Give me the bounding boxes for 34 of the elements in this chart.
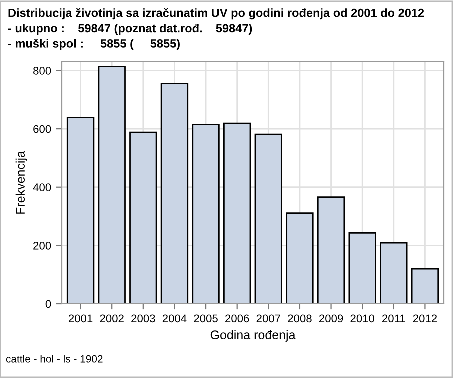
bar	[380, 242, 408, 304]
y-axis-title: Frekvencija	[16, 151, 28, 214]
x-axis-title: Godina rođenja	[210, 330, 296, 342]
bar	[286, 212, 314, 304]
x-tick-label: 2007	[256, 314, 280, 323]
x-tick-label: 2004	[162, 314, 187, 323]
x-tick-label: 2001	[68, 314, 93, 323]
bar	[160, 83, 189, 304]
x-tick-label: 2006	[226, 314, 250, 323]
y-tick-label: 400	[33, 184, 52, 192]
x-tick-label: 2008	[288, 314, 312, 323]
x-tick-label: 2012	[413, 314, 438, 323]
x-tick-label: 2002	[100, 314, 124, 323]
bar	[192, 124, 220, 304]
bar	[224, 122, 252, 304]
chart-subtitle: - ukupno : 59847 (poznat dat.rođ. 59847) - muški spol : 5855 ( 5855)	[8, 24, 252, 50]
x-tick-label: 2005	[194, 314, 218, 323]
bar	[254, 134, 282, 304]
bar	[317, 196, 346, 304]
bar	[66, 116, 95, 304]
bar	[98, 66, 126, 304]
x-tick-label: 2010	[350, 314, 375, 323]
y-tick-label: 200	[34, 242, 52, 250]
bar	[348, 232, 376, 304]
chart-title: Distribucija životinja sa izračunatim UV po godini rođenja od 2001 do 2012	[8, 8, 424, 20]
y-tick-label: 0	[46, 300, 52, 308]
y-tick-label: 600	[34, 125, 52, 134]
x-tick-label: 2003	[132, 314, 156, 323]
y-tick-label: 800	[34, 67, 52, 75]
x-tick-label: 2011	[382, 314, 406, 323]
text: cattle - hol - ls - 1902	[6, 355, 103, 363]
bar	[411, 268, 440, 304]
x-tick-label: 2009	[319, 314, 344, 323]
bar	[130, 132, 158, 304]
